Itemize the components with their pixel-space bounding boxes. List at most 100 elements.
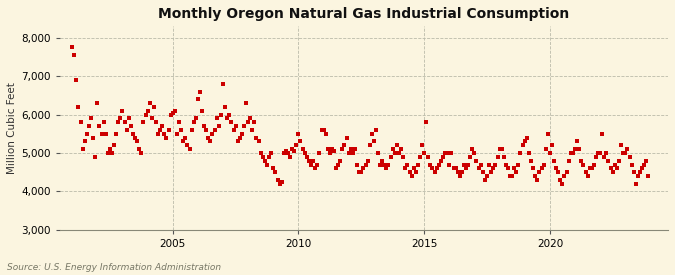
Point [599, 155, 610, 159]
Point [450, 166, 461, 170]
Point [161, 135, 172, 140]
Point [402, 162, 412, 167]
Point [473, 166, 484, 170]
Point [298, 147, 308, 151]
Point [142, 109, 153, 113]
Point [122, 128, 132, 132]
Point [312, 162, 323, 167]
Point [329, 149, 340, 153]
Point [383, 162, 394, 167]
Point [448, 166, 459, 170]
Point [234, 135, 245, 140]
Point [279, 151, 290, 155]
Point [578, 162, 589, 167]
Point [136, 151, 146, 155]
Point [304, 158, 315, 163]
Point [165, 112, 176, 117]
Point [559, 174, 570, 178]
Point [69, 53, 80, 57]
Point [410, 170, 421, 174]
Point [285, 155, 296, 159]
Point [502, 166, 513, 170]
Point [103, 151, 113, 155]
Point [155, 128, 165, 132]
Point [356, 170, 367, 174]
Point [532, 178, 543, 182]
Point [209, 128, 220, 132]
Point [557, 182, 568, 186]
Point [354, 170, 364, 174]
Point [194, 89, 205, 94]
Point [173, 120, 184, 125]
Point [425, 162, 436, 167]
Point [213, 124, 224, 128]
Point [90, 155, 101, 159]
Point [105, 147, 115, 151]
Point [475, 162, 486, 167]
Point [230, 124, 241, 128]
Point [601, 151, 612, 155]
Point [610, 162, 620, 167]
Point [300, 151, 310, 155]
Point [371, 128, 381, 132]
Point [387, 147, 398, 151]
Point [80, 139, 90, 144]
Point [442, 151, 453, 155]
Point [238, 124, 249, 128]
Point [482, 174, 493, 178]
Point [574, 147, 585, 151]
Point [486, 170, 497, 174]
Point [549, 158, 560, 163]
Point [243, 120, 254, 125]
Point [126, 124, 136, 128]
Point [71, 78, 82, 82]
Point [555, 178, 566, 182]
Point [367, 131, 377, 136]
Point [608, 170, 618, 174]
Point [444, 162, 455, 167]
Point [398, 155, 409, 159]
Point [589, 162, 599, 167]
Point [484, 162, 495, 167]
Point [379, 162, 390, 167]
Point [75, 120, 86, 125]
Point [392, 143, 402, 147]
Point [78, 147, 88, 151]
Point [463, 162, 474, 167]
Point [437, 155, 448, 159]
Point [605, 166, 616, 170]
Point [94, 124, 105, 128]
Point [232, 139, 243, 144]
Point [490, 162, 501, 167]
Point [412, 162, 423, 167]
Point [186, 128, 197, 132]
Point [620, 151, 630, 155]
Point [626, 162, 637, 167]
Point [534, 170, 545, 174]
Point [107, 151, 117, 155]
Y-axis label: Million Cubic Feet: Million Cubic Feet [7, 82, 17, 174]
Point [73, 105, 84, 109]
Point [348, 151, 358, 155]
Point [99, 120, 109, 125]
Point [268, 166, 279, 170]
Point [452, 170, 463, 174]
Point [117, 109, 128, 113]
Point [505, 174, 516, 178]
Point [427, 166, 438, 170]
Point [494, 147, 505, 151]
Point [219, 105, 230, 109]
Point [414, 155, 425, 159]
Point [182, 143, 193, 147]
Point [115, 116, 126, 121]
Point [342, 135, 352, 140]
Point [310, 166, 321, 170]
Point [266, 151, 277, 155]
Point [236, 131, 247, 136]
Point [566, 151, 576, 155]
Point [92, 101, 103, 105]
Point [159, 131, 170, 136]
Point [536, 166, 547, 170]
Point [418, 151, 429, 155]
Point [215, 112, 226, 117]
